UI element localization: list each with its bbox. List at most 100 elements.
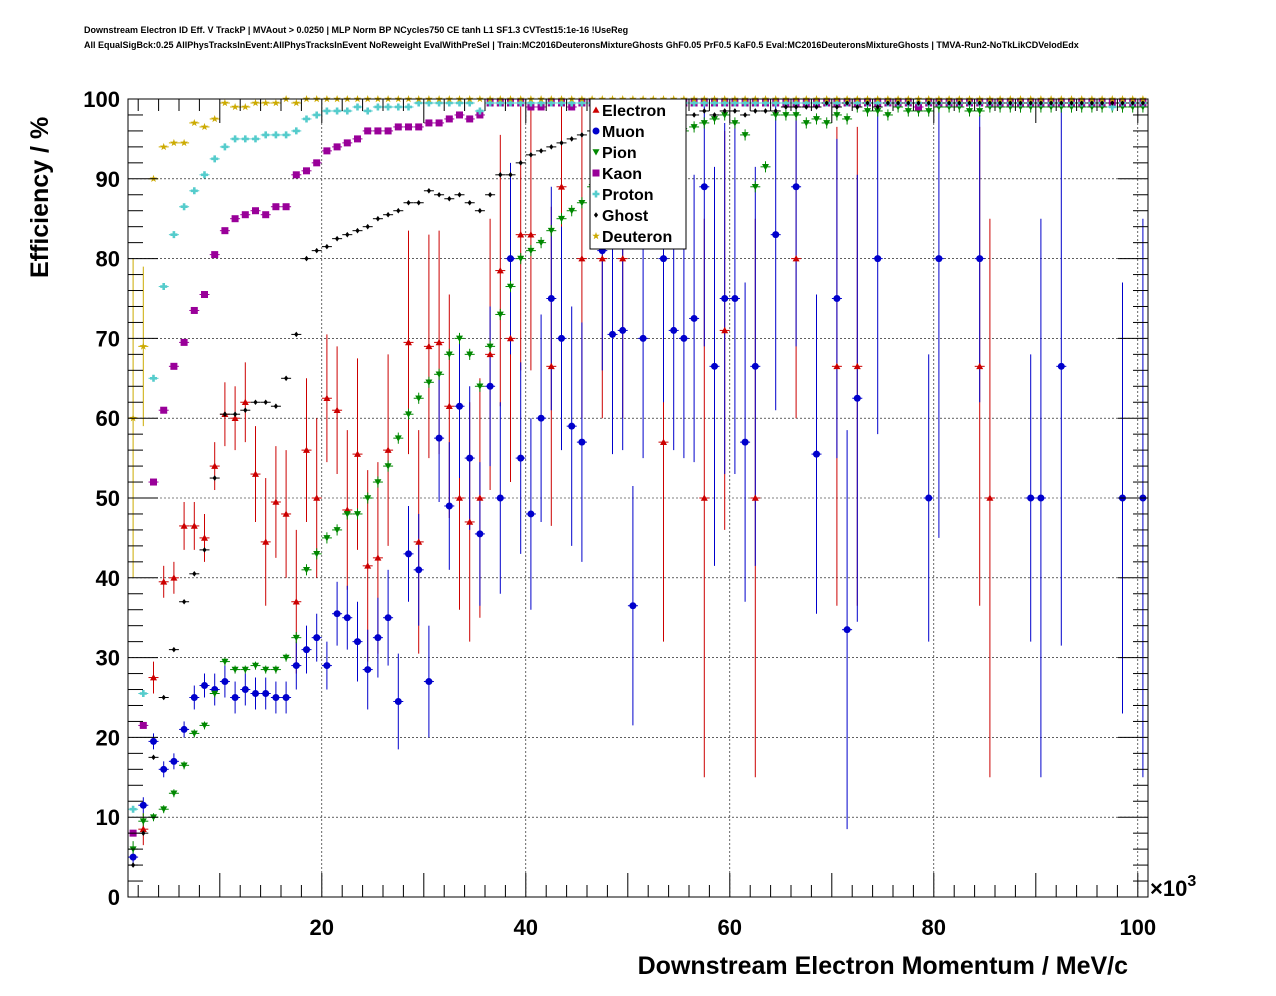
ghost-point — [763, 108, 768, 114]
electron-point — [476, 494, 484, 501]
pion-point — [578, 199, 586, 207]
ghost-point — [559, 140, 564, 146]
muon-point — [139, 801, 147, 809]
pion-point — [966, 108, 973, 115]
proton-point — [547, 99, 555, 107]
legend-label-muon: Muon — [602, 124, 645, 141]
kaon-point — [262, 211, 270, 219]
x-tick-label: 80 — [922, 915, 946, 940]
proton-point — [180, 203, 188, 211]
proton-point — [782, 99, 790, 107]
legend-marker-proton — [592, 190, 600, 198]
deuteron-point — [190, 118, 199, 127]
kaon-point — [476, 111, 484, 119]
ghost-point — [243, 407, 248, 414]
kaon-point — [221, 227, 229, 235]
pion-point — [201, 722, 208, 729]
kaon-point — [190, 306, 198, 314]
ghost-point — [426, 187, 431, 194]
electron-point — [139, 825, 147, 832]
ghost-point — [814, 104, 819, 110]
electron-point — [323, 394, 331, 402]
muon-point — [201, 682, 208, 690]
deuteron-point — [170, 138, 178, 147]
ghost-point — [365, 223, 370, 230]
ghost-point — [1089, 100, 1094, 106]
muon-point — [364, 666, 372, 674]
ghost-point — [447, 195, 452, 202]
proton-point — [231, 135, 239, 143]
proton-point — [527, 99, 535, 107]
legend-marker-muon — [592, 127, 600, 135]
ghost-point — [528, 152, 533, 158]
proton-point — [160, 283, 168, 291]
electron-point — [282, 510, 290, 517]
ghost-point — [804, 104, 809, 110]
ghost-point — [386, 211, 391, 218]
muon-point — [507, 255, 514, 263]
kaon-point — [537, 103, 545, 111]
ghost-point — [416, 199, 421, 206]
electron-point — [272, 498, 280, 505]
kaon-point — [435, 119, 443, 127]
electron-point — [190, 522, 198, 529]
pion-point — [343, 511, 351, 518]
ghost-point — [1069, 100, 1074, 106]
kaon-point — [343, 139, 351, 147]
ghost-point — [273, 403, 278, 410]
muon-point — [425, 678, 433, 686]
kaon-point — [139, 721, 147, 729]
ghost-point — [161, 694, 166, 701]
electron-point — [547, 362, 555, 370]
legend-marker-electron — [592, 106, 600, 113]
electron-point — [456, 494, 463, 501]
pion-point — [802, 120, 810, 127]
muon-point — [711, 362, 718, 370]
electron-point — [313, 494, 321, 501]
pion-point — [823, 120, 831, 127]
ghost-point — [141, 830, 146, 836]
proton-point — [1108, 103, 1116, 111]
ghost-point — [549, 144, 554, 150]
muon-point — [558, 334, 565, 342]
ghost-point — [477, 207, 482, 214]
muon-point — [772, 231, 780, 239]
deuteron-point — [180, 138, 188, 147]
proton-point — [456, 99, 463, 107]
legend-marker-ghost — [593, 212, 599, 218]
muon-point — [813, 450, 820, 458]
electron-point — [303, 446, 310, 453]
y-tick-label: 10 — [96, 805, 120, 830]
electron-point — [405, 338, 412, 346]
electron-point — [435, 338, 443, 346]
ghost-point — [783, 104, 788, 110]
muon-point — [405, 550, 412, 558]
proton-point — [772, 99, 780, 107]
pion-point — [160, 806, 168, 813]
proton-point — [711, 99, 718, 107]
proton-point — [384, 103, 392, 111]
kaon-point — [527, 103, 535, 111]
ghost-point — [987, 100, 992, 106]
legend-label-ghost: Ghost — [602, 208, 649, 225]
electron-point — [598, 255, 606, 262]
x-tick-label: 20 — [310, 915, 334, 940]
ghost-point — [314, 247, 319, 254]
pion-point — [711, 116, 718, 123]
kaon-point — [405, 123, 412, 131]
muon-point — [935, 255, 943, 263]
kaon-point — [272, 203, 280, 211]
pion-point — [731, 120, 739, 127]
proton-point — [211, 155, 219, 163]
kaon-point — [354, 135, 361, 143]
ghost-point — [967, 100, 972, 106]
muon-point — [180, 725, 188, 733]
muon-point — [537, 414, 545, 422]
ghost-point — [926, 100, 931, 106]
muon-point — [731, 295, 739, 302]
pion-point — [843, 116, 851, 123]
pion-point — [527, 247, 535, 255]
pion-point — [323, 535, 331, 542]
electron-point — [231, 414, 239, 421]
